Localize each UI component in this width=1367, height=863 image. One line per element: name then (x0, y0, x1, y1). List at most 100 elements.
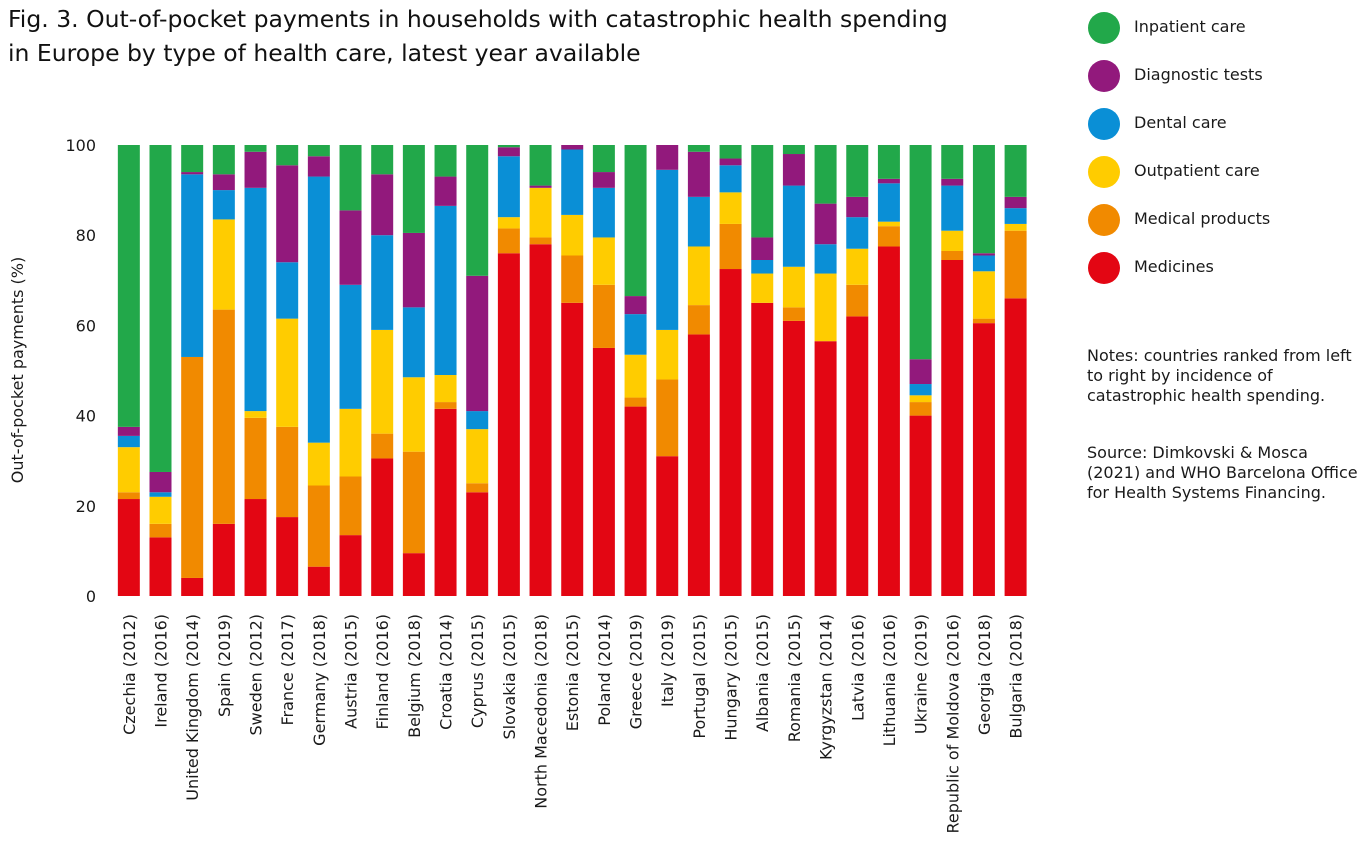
bar-segment (529, 244, 552, 596)
bar-segment (592, 347, 615, 596)
x-tick-label: Ireland (2016) (152, 614, 171, 728)
bar-segment (149, 537, 172, 596)
bar-segment (656, 169, 679, 330)
bar-segment (339, 408, 362, 477)
bar-segment (592, 237, 615, 285)
bar-segment (244, 499, 267, 596)
bar-segment (687, 246, 710, 306)
bar-segment (466, 275, 489, 412)
bar-segment (529, 185, 552, 188)
x-tick-label: Hungary (2015) (722, 614, 741, 741)
x-tick-label: Bulgaria (2018) (1007, 614, 1026, 739)
bar-segment (687, 305, 710, 335)
bar-segment (149, 471, 172, 493)
bar-segment (497, 156, 520, 218)
bar-segment (909, 415, 932, 596)
bar-segment (212, 190, 235, 220)
bar-segment (814, 203, 837, 245)
bar-segment (877, 178, 900, 184)
bar-segment (529, 145, 552, 186)
bar-segment (339, 284, 362, 409)
bar-segment (687, 151, 710, 197)
bar-segment (909, 384, 932, 396)
bar-segment (972, 318, 995, 324)
bar-segment (972, 323, 995, 596)
bar-segment (434, 145, 457, 177)
bar-segment (244, 411, 267, 418)
bar-segment (497, 147, 520, 157)
bar-segment (909, 402, 932, 416)
x-tick-label: Lithuania (2016) (880, 614, 899, 746)
bar-segment (466, 145, 489, 276)
bar-segment (719, 145, 742, 159)
bar-segment (117, 499, 140, 596)
bar-segment (941, 260, 964, 596)
legend-swatch (1088, 60, 1120, 92)
x-tick-label: Poland (2014) (595, 614, 614, 726)
y-tick-label: 20 (76, 497, 96, 516)
bar-segment (307, 566, 330, 596)
bar-segment (782, 154, 805, 186)
x-tick-label: Kyrgyzstan (2014) (817, 614, 836, 760)
bar-segment (846, 217, 869, 249)
bar-segment (751, 273, 774, 303)
bar-segment (371, 329, 394, 434)
x-tick-label: Italy (2019) (658, 614, 677, 707)
bar-segment (719, 165, 742, 193)
x-tick-label: Romania (2015) (785, 614, 804, 742)
bar-segment (212, 145, 235, 175)
bar-segment (561, 302, 584, 596)
bar-segment (656, 379, 679, 457)
bar-segment (624, 406, 647, 596)
bar-segment (782, 307, 805, 321)
bar-segment (307, 176, 330, 443)
bar-segment (497, 217, 520, 229)
chart-title: Fig. 3. Out-of-pocket payments in househ… (8, 5, 948, 67)
legend-label: Outpatient care (1134, 161, 1260, 180)
legend-label: Medicines (1134, 257, 1214, 276)
bar-segment (276, 517, 299, 596)
bar-segment (402, 232, 425, 308)
x-tick-label: Georgia (2018) (975, 614, 994, 735)
bar-segment (1004, 230, 1027, 299)
bar-segment (656, 329, 679, 380)
bar-segment (434, 375, 457, 403)
bar-segment (276, 262, 299, 319)
legend-item: Inpatient care (1088, 8, 1358, 48)
y-axis-label: Out-of-pocket payments (%) (8, 257, 27, 483)
x-tick-label: Republic of Moldova (2016) (943, 614, 962, 834)
bar-segment (561, 145, 584, 150)
legend-item: Outpatient care (1088, 152, 1358, 192)
legend-swatch (1088, 252, 1120, 284)
bar-segment (1004, 298, 1027, 596)
x-tick-label: Czechia (2012) (120, 614, 139, 735)
bar-segment (497, 253, 520, 597)
bar-segment (656, 456, 679, 596)
bar-segment (244, 151, 267, 188)
bar-segment (497, 145, 520, 148)
x-tick-label: Sweden (2012) (247, 614, 266, 736)
bar-segment (782, 266, 805, 308)
bar-segment (244, 145, 267, 152)
y-tick-label: 40 (76, 407, 96, 426)
bar-segment (149, 492, 172, 497)
bar-segment (212, 523, 235, 596)
x-tick-label: Latvia (2016) (848, 614, 867, 721)
bar-segment (339, 476, 362, 536)
x-tick-label: Belgium (2018) (405, 614, 424, 738)
bar-segment (814, 244, 837, 274)
bar-segment (972, 145, 995, 254)
bar-segment (941, 185, 964, 231)
x-tick-label: Austria (2015) (342, 614, 361, 729)
bar-segment (117, 145, 140, 427)
bar-segment (624, 296, 647, 315)
bar-segment (434, 402, 457, 409)
bar-segment (592, 172, 615, 188)
bar-segment (972, 255, 995, 272)
bar-segment (751, 237, 774, 260)
legend-item: Medical products (1088, 200, 1358, 240)
y-tick-label: 80 (76, 226, 96, 245)
y-tick-label: 100 (65, 136, 96, 155)
y-tick-label: 60 (76, 316, 96, 335)
bar-segment (402, 377, 425, 452)
